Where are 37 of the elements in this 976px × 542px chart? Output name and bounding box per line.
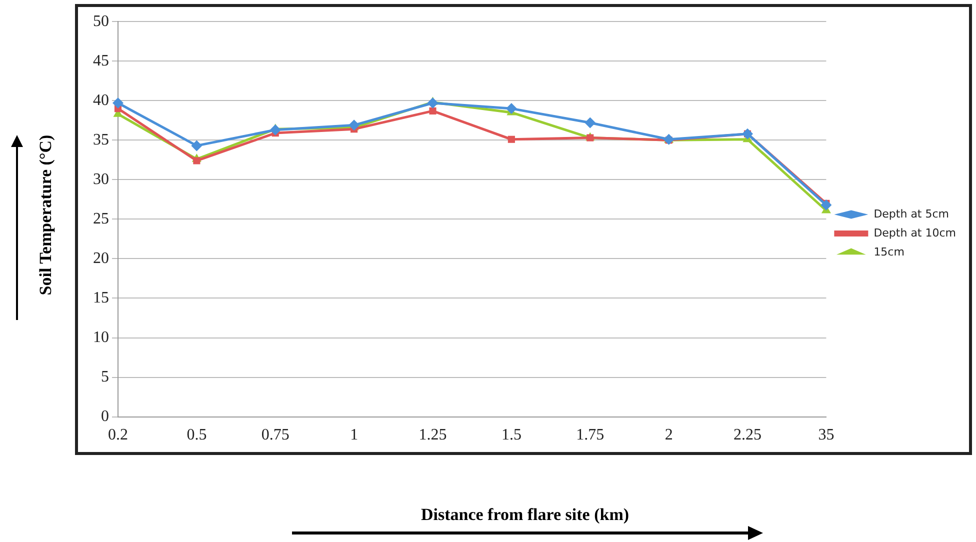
x-tick-label: 2.25 (734, 426, 762, 444)
point (112, 98, 124, 109)
y-axis-title: Soil Temperature (°C) (36, 134, 56, 296)
legend-label: Depth at 5cm (874, 207, 950, 220)
point (270, 124, 281, 136)
y-tick-label: 25 (93, 210, 109, 228)
x-tick-label: 1 (350, 426, 358, 444)
point (584, 117, 596, 128)
y-tick-label: 45 (93, 52, 109, 70)
y-tick-label: 5 (101, 368, 109, 386)
x-tick-label: 0.2 (108, 426, 128, 444)
x-tick-label: 1.25 (418, 426, 447, 444)
point (348, 120, 360, 131)
y-tick-label: 40 (93, 92, 109, 109)
point (427, 98, 438, 109)
x-tick-label: 1.5 (501, 426, 522, 444)
y-tick-label: 0 (101, 408, 109, 426)
x-tick-label: 35 (818, 426, 834, 444)
legend-label: Depth at 10cm (874, 226, 956, 240)
point (820, 199, 832, 210)
y-tick-label: 20 (93, 250, 109, 267)
x-axis-title: Distance from flare site (km) (420, 505, 630, 525)
x-tick-label: 0.75 (261, 426, 290, 444)
point (506, 103, 517, 114)
y-tick-label: 35 (93, 131, 109, 148)
point (508, 136, 515, 143)
x-tick-label: 1.75 (576, 426, 604, 444)
y-tick-label: 10 (93, 328, 109, 346)
x-tick-label: 0.5 (186, 426, 207, 444)
point (429, 107, 436, 114)
point (191, 140, 202, 152)
y-tick-label: 30 (93, 170, 109, 188)
y-tick-label: 50 (93, 12, 109, 30)
x-tick-label: 2 (664, 426, 673, 444)
y-tick-label: 15 (93, 289, 109, 306)
point (193, 157, 200, 164)
legend-label: 15cm (874, 245, 904, 258)
